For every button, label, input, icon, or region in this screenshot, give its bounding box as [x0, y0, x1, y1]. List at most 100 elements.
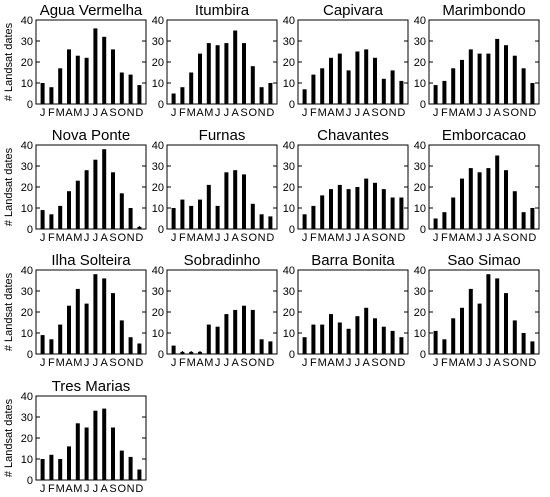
y-tick-label: 0 — [289, 349, 295, 361]
x-tick-label: S — [502, 232, 509, 244]
x-tick-label: S — [109, 232, 116, 244]
x-tick-label: A — [458, 357, 466, 369]
bar — [93, 410, 98, 480]
bar — [460, 59, 464, 104]
bar — [451, 318, 456, 354]
x-tick-label: J — [433, 107, 439, 119]
bar — [320, 68, 325, 104]
x-tick-label: J — [84, 232, 90, 244]
x-tick-label: O — [511, 357, 520, 369]
x-tick-label: N — [258, 357, 266, 369]
x-tick-label: A — [494, 107, 502, 119]
bar — [442, 339, 447, 354]
bar — [329, 189, 333, 229]
x-tick-label: A — [327, 107, 335, 119]
bar — [468, 288, 473, 354]
y-tick-label: 40 — [152, 140, 164, 152]
bar — [337, 322, 342, 354]
bar — [102, 278, 107, 354]
x-tick-label: F — [48, 107, 55, 119]
x-tick-label: O — [249, 357, 258, 369]
x-tick-label: J — [40, 107, 46, 119]
x-tick-label: A — [101, 357, 109, 369]
x-tick-label: A — [458, 107, 466, 119]
bar — [373, 57, 377, 104]
x-tick-label: D — [528, 232, 536, 244]
y-tick-label: 30 — [21, 36, 33, 48]
x-tick-label: M — [449, 357, 458, 369]
x-tick-label: M — [56, 107, 65, 119]
bar — [40, 459, 45, 480]
bar — [67, 49, 71, 104]
x-tick-label: J — [486, 357, 492, 369]
y-tick-label: 40 — [283, 265, 295, 277]
y-tick-label: 30 — [21, 286, 33, 298]
x-tick-label: S — [371, 107, 378, 119]
bar — [171, 345, 176, 354]
x-tick-label: A — [494, 357, 502, 369]
bar — [93, 28, 98, 104]
x-tick-label: J — [486, 107, 492, 119]
x-tick-label: J — [224, 107, 230, 119]
y-tick-label: 10 — [21, 203, 33, 215]
x-tick-label: J — [93, 232, 99, 244]
y-tick-label: 40 — [21, 15, 33, 27]
bar — [320, 324, 325, 354]
x-tick-label: A — [363, 357, 371, 369]
bar — [128, 456, 133, 480]
bar — [67, 305, 71, 354]
bar — [355, 51, 360, 104]
x-tick-label: N — [520, 232, 528, 244]
bar — [364, 178, 369, 229]
bar — [84, 57, 89, 104]
bar — [399, 197, 404, 229]
chart-title: Itumbira — [195, 2, 250, 19]
x-tick-label: J — [486, 232, 492, 244]
x-tick-label: J — [346, 107, 352, 119]
x-tick-label: S — [109, 483, 116, 495]
bar — [40, 83, 45, 104]
y-tick-label: 10 — [152, 328, 164, 340]
bar — [468, 49, 473, 104]
x-tick-label: M — [204, 232, 213, 244]
x-tick-label: A — [232, 107, 240, 119]
x-tick-label: J — [93, 357, 99, 369]
x-tick-label: A — [232, 357, 240, 369]
bar — [75, 55, 80, 104]
x-tick-label: A — [363, 107, 371, 119]
y-tick-label: 30 — [414, 36, 426, 48]
bar — [206, 184, 211, 229]
x-tick-label: J — [215, 232, 221, 244]
bar — [477, 53, 482, 104]
x-tick-label: N — [389, 107, 397, 119]
bar — [198, 199, 202, 229]
y-tick-label: 30 — [283, 161, 295, 173]
bar — [128, 208, 133, 229]
bar — [495, 155, 500, 229]
x-tick-label: O — [380, 107, 389, 119]
bar — [355, 316, 360, 354]
bar — [67, 191, 71, 229]
bar — [119, 450, 124, 480]
y-tick-label: 20 — [152, 307, 164, 319]
bar — [180, 199, 185, 229]
x-tick-label: A — [65, 107, 73, 119]
bar — [530, 341, 535, 354]
y-tick-label: 20 — [152, 182, 164, 194]
x-tick-label: S — [240, 357, 247, 369]
y-tick-label: 40 — [152, 265, 164, 277]
y-tick-label: 0 — [158, 99, 164, 111]
x-tick-label: F — [441, 357, 448, 369]
bar — [215, 326, 220, 354]
chart-title: Ilha Solteira — [51, 252, 131, 269]
x-tick-label: J — [171, 232, 177, 244]
x-tick-label: M — [73, 107, 82, 119]
